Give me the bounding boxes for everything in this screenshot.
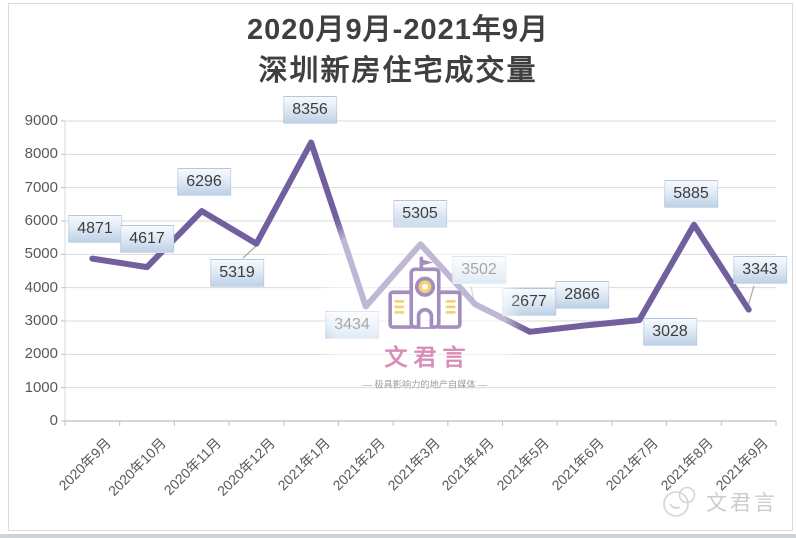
data-label: 8356 [283, 96, 337, 124]
y-axis-tick-label: 6000 [24, 212, 58, 229]
y-axis-tick-label: 5000 [24, 245, 58, 262]
data-label: 5885 [664, 180, 718, 208]
chart-title-line2: 深圳新房住宅成交量 [258, 53, 538, 87]
data-label: 3343 [733, 256, 787, 284]
data-label: 5305 [393, 200, 447, 228]
y-axis-tick-label: 3000 [24, 312, 58, 329]
y-axis-tick-label: 9000 [24, 112, 58, 129]
data-label: 6296 [177, 168, 231, 196]
building-icon [388, 256, 462, 329]
data-label: 2866 [555, 281, 609, 309]
data-label: 4617 [120, 225, 174, 253]
chart-title: 2020月9月-2021年9月 深圳新房住宅成交量 [0, 10, 796, 90]
chart-title-line1: 2020月9月-2021年9月 [247, 14, 549, 46]
data-label: 3028 [643, 318, 697, 346]
corner-watermark: 文君言 [660, 484, 778, 520]
label-leader-line [747, 285, 755, 307]
data-label: 5319 [210, 259, 264, 287]
label-leader-line [242, 245, 257, 259]
y-axis-tick-label: 1000 [24, 379, 58, 396]
seal-icon [663, 486, 696, 517]
center-watermark-brand: 文君言 [384, 344, 472, 371]
y-axis-tick-label: 4000 [24, 279, 58, 296]
y-axis-tick-label: 8000 [24, 145, 58, 162]
data-label: 4871 [68, 215, 122, 243]
center-watermark-tagline: — 极具影响力的地产自媒体 — [362, 380, 488, 391]
y-axis-tick-label: 0 [49, 412, 58, 429]
corner-watermark-brand: 文君言 [706, 492, 778, 515]
center-watermark: 文君言 — 极具影响力的地产自媒体 — [345, 254, 505, 391]
data-label: 2677 [502, 288, 556, 316]
y-axis-tick-label: 7000 [24, 179, 58, 196]
y-axis-tick-label: 2000 [24, 345, 58, 362]
